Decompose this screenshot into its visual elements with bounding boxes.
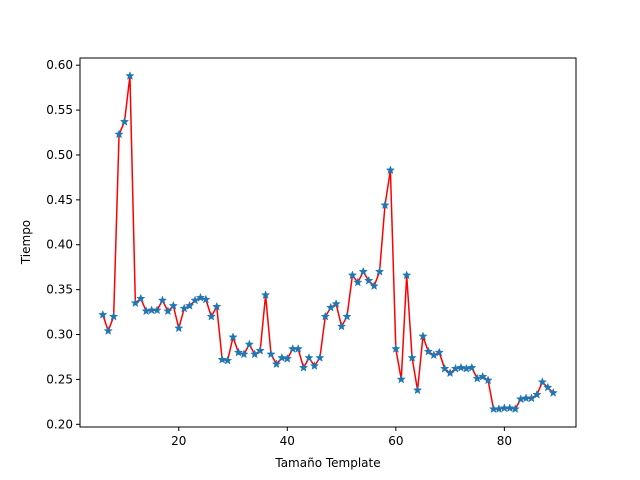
data-point-marker: [282, 353, 292, 363]
x-tick-label: 60: [388, 434, 403, 448]
y-tick-label: 0.60: [46, 58, 73, 72]
y-tick-label: 0.50: [46, 148, 73, 162]
data-point-marker: [157, 295, 168, 305]
data-point-marker: [271, 359, 282, 369]
data-point-marker: [483, 375, 493, 385]
data-point-marker: [163, 306, 173, 316]
data-point-marker: [532, 389, 542, 399]
data-point-marker: [418, 331, 428, 341]
data-point-marker: [347, 270, 358, 280]
data-point-marker: [434, 347, 444, 357]
data-point-marker: [342, 311, 352, 321]
data-point-marker: [537, 377, 548, 387]
data-point-marker: [548, 387, 558, 397]
data-point-marker: [266, 349, 276, 359]
data-point-marker: [228, 332, 238, 342]
data-point-marker: [152, 305, 162, 315]
data-point-marker: [212, 301, 222, 311]
y-tick-label: 0.20: [46, 417, 73, 431]
plot-area-frame: [79, 57, 577, 428]
data-point-marker: [206, 311, 216, 321]
y-tick-label: 0.35: [46, 283, 73, 297]
data-point-marker: [315, 352, 325, 362]
data-point-marker: [293, 343, 303, 353]
data-point-marker: [98, 309, 108, 319]
data-point-marker: [336, 321, 347, 331]
data-point-marker: [108, 311, 119, 321]
data-point-marker: [510, 404, 520, 414]
data-point-marker: [412, 385, 423, 395]
data-point-marker: [364, 275, 374, 285]
data-point-marker: [467, 362, 477, 372]
data-point-marker: [125, 71, 135, 80]
y-tick-label: 0.25: [46, 372, 73, 386]
data-point-marker: [119, 116, 130, 126]
data-point-marker: [423, 346, 434, 356]
x-axis-label: Tamaño Template: [274, 456, 380, 470]
data-point-marker: [184, 300, 195, 310]
data-point-marker: [358, 266, 368, 276]
data-point-marker: [298, 362, 309, 372]
data-point-marker: [201, 294, 211, 304]
data-point-marker: [222, 355, 233, 365]
data-point-marker: [244, 339, 254, 349]
x-tick-label: 40: [280, 434, 295, 448]
data-point-marker: [103, 326, 113, 335]
data-point-marker: [407, 352, 417, 362]
data-point-marker: [260, 290, 271, 299]
data-point-marker: [385, 165, 396, 175]
x-tick-label: 20: [171, 434, 186, 448]
x-tick-label: 80: [497, 434, 512, 448]
data-point-marker: [440, 363, 450, 373]
data-point-marker: [331, 299, 341, 308]
data-point-marker: [320, 311, 330, 321]
data-point-marker: [239, 349, 249, 359]
data-point-marker: [277, 352, 287, 362]
data-point-marker: [195, 292, 206, 302]
data-point-marker: [114, 129, 124, 139]
data-point-marker: [374, 266, 385, 276]
data-point-marker: [369, 281, 379, 291]
data-point-marker: [429, 350, 439, 360]
data-point-marker: [543, 382, 553, 392]
data-point-marker: [255, 345, 265, 355]
y-tick-label: 0.55: [46, 103, 73, 117]
data-point-marker: [391, 343, 401, 353]
data-point-marker: [478, 371, 488, 381]
x-axis-ticks: 20 40 60 80: [171, 427, 512, 448]
data-point-marker: [168, 300, 178, 310]
data-point-marker: [396, 374, 406, 384]
data-point-marker: [304, 352, 314, 362]
y-tick-label: 0.30: [46, 328, 73, 342]
data-point-marker: [190, 295, 200, 305]
data-point-marker: [505, 403, 515, 413]
data-point-marker: [136, 293, 146, 303]
series-markers: [98, 71, 558, 414]
data-point-marker: [179, 303, 189, 313]
data-point-marker: [402, 270, 412, 280]
y-tick-label: 0.40: [46, 238, 73, 252]
data-point-marker: [233, 347, 244, 357]
data-point-marker: [174, 323, 184, 333]
data-point-marker: [217, 354, 227, 364]
data-point-marker: [353, 277, 363, 287]
data-point-marker: [380, 200, 390, 210]
data-point-marker: [472, 373, 482, 383]
data-point-marker: [309, 361, 320, 370]
data-point-marker: [456, 362, 466, 372]
y-tick-label: 0.45: [46, 193, 73, 207]
y-axis-label: Tiempo: [19, 220, 33, 265]
y-axis-ticks: 0.20 0.25 0.30 0.35 0.40 0.45 0.50 0.55 0.60: [46, 58, 80, 431]
